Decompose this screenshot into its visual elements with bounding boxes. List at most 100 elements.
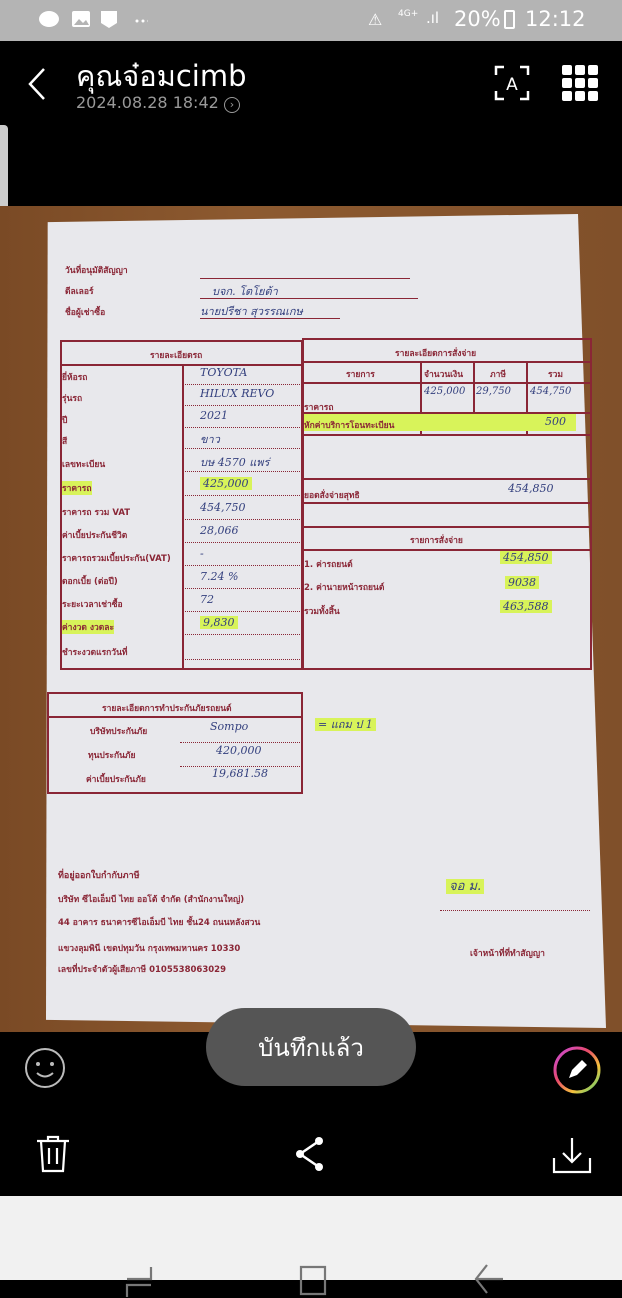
col-tax: ภาษี xyxy=(490,370,506,380)
car-row-value: HILUX REVO xyxy=(200,387,275,400)
divider xyxy=(302,434,592,436)
car-row-value: 425,000 xyxy=(200,477,252,490)
car-row-label: ระยะเวลาเช่าซื้อ xyxy=(62,600,123,610)
svg-text:A: A xyxy=(506,75,518,95)
dotted-line xyxy=(185,384,300,385)
dotted-line xyxy=(185,611,300,612)
dotted-line xyxy=(185,427,300,428)
car-row-value: 454,750 xyxy=(200,501,246,514)
saved-toast: บันทึกแล้ว xyxy=(206,1008,416,1086)
notification-icons xyxy=(39,11,148,28)
car-row-value: 72 xyxy=(200,593,214,606)
document-paper xyxy=(46,214,606,1028)
network-type: 4G+ xyxy=(398,9,419,19)
photo-timestamp[interactable]: 2024.08.28 18:42 › xyxy=(76,93,240,113)
order-1-label: 1. ค่ารถยนต์ xyxy=(304,560,353,570)
signer-label: เจ้าหน้าที่ที่ทำสัญญา xyxy=(470,949,545,959)
car-price-amount: 425,000 xyxy=(424,386,466,397)
divider xyxy=(302,361,592,363)
sticker-icon[interactable] xyxy=(23,1046,67,1090)
car-row-value: 7.24 % xyxy=(200,570,239,583)
system-nav-bar xyxy=(0,1196,622,1297)
back-nav-icon[interactable] xyxy=(473,1262,505,1296)
chevron-right-icon: › xyxy=(223,97,240,113)
car-row-label: ราคารถ xyxy=(62,481,92,495)
dotted-line xyxy=(185,448,300,449)
label-approval-date: วันที่อนุมัติสัญญา xyxy=(65,266,128,276)
note: = แถม ป 1 xyxy=(315,718,376,731)
transfer-fee-label: หักค่าบริการโอนทะเบียน xyxy=(304,421,395,431)
share-icon[interactable] xyxy=(292,1134,328,1174)
label-dealer: ดีลเลอร์ xyxy=(65,287,94,297)
back-button[interactable] xyxy=(26,66,48,102)
sum-insured-value: 420,000 xyxy=(216,744,262,757)
divider xyxy=(200,298,418,299)
viewer-header: คุณจ๋อมcimb 2024.08.28 18:42 › A xyxy=(0,41,622,206)
dotted-line xyxy=(185,565,300,566)
payment-title: รายละเอียดการสั่งจ่าย xyxy=(395,349,477,359)
insurer-value: Sompo xyxy=(210,720,249,733)
delete-icon[interactable] xyxy=(35,1134,71,1174)
car-row-value: บษ 4570 แพร่ xyxy=(200,456,270,469)
car-row-value: 2021 xyxy=(200,409,228,422)
car-row-value: - xyxy=(200,547,204,560)
dotted-line xyxy=(185,634,300,635)
address-title: ที่อยู่ออกใบกำกับภาษี xyxy=(58,871,140,881)
timestamp-text: 2024.08.28 18:42 xyxy=(76,93,219,112)
divider xyxy=(302,412,592,414)
col-amount: จำนวนเงิน xyxy=(424,370,464,380)
signature-line xyxy=(440,910,590,911)
signal-icon: ⚠ xyxy=(368,10,383,29)
dotted-line xyxy=(185,471,300,472)
divider xyxy=(420,361,422,434)
insurance-title: รายละเอียดการทำประกันภัยรถยนต์ xyxy=(102,704,232,714)
dotted-line xyxy=(185,405,300,406)
label-buyer: ชื่อผู้เช่าซื้อ xyxy=(65,308,106,318)
car-row-value: 9,830 xyxy=(200,616,238,629)
grid-view-icon[interactable] xyxy=(562,65,598,101)
divider xyxy=(200,278,410,279)
status-bar: ⚠ 4G+ .ıl 20% 12:12 xyxy=(0,0,622,41)
divider xyxy=(47,716,303,718)
grand-total-value: 463,588 xyxy=(500,600,552,613)
grand-total-label: รวมทั้งสิ้น xyxy=(304,607,340,617)
document-content: วันที่อนุมัติสัญญา ดีลเลอร์ ชื่อผู้เช่าซ… xyxy=(47,266,592,975)
car-row-label: สี xyxy=(62,437,68,447)
divider xyxy=(302,478,592,480)
dotted-line xyxy=(185,659,300,660)
car-row-label: ค่าเบี้ยประกันชีวิต xyxy=(62,531,128,541)
insurance-table xyxy=(47,692,303,794)
sum-insured-label: ทุนประกันภัย xyxy=(88,751,136,761)
dealer-value: บจก. โตโยต้า xyxy=(212,285,278,298)
car-table-title: รายละเอียดรถ xyxy=(150,351,203,361)
divider xyxy=(302,382,592,384)
insurer-label: บริษัทประกันภัย xyxy=(90,727,148,737)
divider xyxy=(526,361,528,434)
dotted-line xyxy=(185,495,300,496)
col-item: รายการ xyxy=(346,370,375,380)
home-icon[interactable] xyxy=(298,1262,328,1298)
divider xyxy=(302,502,592,504)
divider xyxy=(60,364,303,366)
transfer-fee-value: 500 xyxy=(545,415,566,428)
net-value: 454,850 xyxy=(508,482,554,495)
signal-bars-icon: .ıl xyxy=(426,9,440,27)
battery-percent: 20% xyxy=(454,7,501,31)
recents-icon[interactable] xyxy=(124,1264,154,1298)
tax-id: เลขที่ประจำตัวผู้เสียภาษี 0105538063029 xyxy=(58,965,226,975)
divider xyxy=(182,364,184,669)
battery-icon xyxy=(504,10,515,29)
buyer-value: นายปรีชา สุวรรณเกษ xyxy=(200,305,303,318)
car-row-label: ชำระงวดแรกวันที่ xyxy=(62,648,128,658)
car-row-label: ดอกเบี้ย (ต่อปี) xyxy=(62,577,118,587)
divider xyxy=(180,766,300,767)
car-row-value: TOYOTA xyxy=(200,366,248,379)
car-row-label: ราคารถ รวม VAT xyxy=(62,508,131,518)
car-row-label: ค่างวด งวดละ xyxy=(62,620,115,634)
car-row-label: ปี xyxy=(62,416,68,426)
download-icon[interactable] xyxy=(552,1136,592,1174)
divider xyxy=(302,526,592,528)
car-price-tax: 29,750 xyxy=(476,386,511,397)
edit-pencil-icon[interactable] xyxy=(551,1044,603,1096)
text-recognition-icon[interactable]: A xyxy=(494,65,530,101)
